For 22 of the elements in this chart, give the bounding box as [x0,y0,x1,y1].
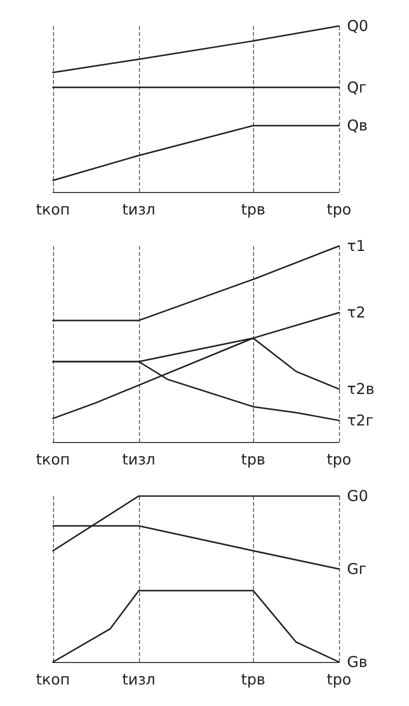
series-label: τ2в [347,380,374,398]
series-label: τ2 [347,304,366,322]
x-tick-label: tизл [122,670,156,688]
series-label: τ2г [347,411,374,430]
x-tick-label: tро [326,670,352,688]
x-tick-label: tрв [241,670,266,688]
series-label: G0 [347,487,368,505]
x-tick-label: tрв [241,200,266,218]
x-tick-label: tизл [122,450,156,468]
x-tick-label: tро [326,450,352,468]
x-tick-label: tро [326,200,352,218]
series-label: Gг [347,560,367,578]
x-tick-label: tкоп [36,450,70,468]
series-label: Qв [347,116,368,135]
x-tick-label: tрв [241,450,266,468]
series-label: Q0 [347,17,368,35]
series-label: Gв [347,653,368,671]
series-label: Qг [347,78,367,96]
series-label: τ1 [347,237,366,255]
x-tick-label: tкоп [36,200,70,218]
x-tick-label: tкоп [36,670,70,688]
x-tick-label: tизл [122,200,156,218]
